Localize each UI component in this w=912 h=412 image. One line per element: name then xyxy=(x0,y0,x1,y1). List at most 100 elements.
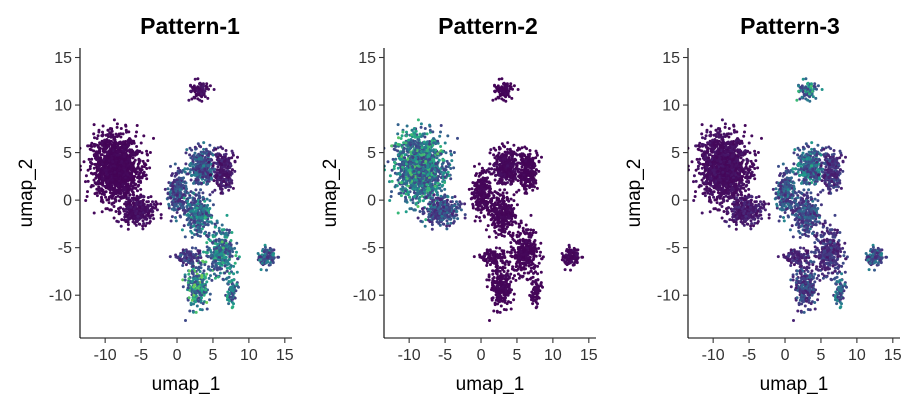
scatter-point xyxy=(141,208,145,212)
scatter-point xyxy=(174,204,177,208)
scatter-point xyxy=(228,255,232,259)
scatter-point xyxy=(446,170,450,174)
scatter-point xyxy=(99,153,103,157)
scatter-point xyxy=(176,166,180,170)
scatter-point xyxy=(190,246,194,250)
scatter-point xyxy=(408,195,412,199)
scatter-point xyxy=(135,218,139,222)
scatter-point xyxy=(227,161,231,165)
scatter-point xyxy=(196,202,200,206)
scatter-point xyxy=(102,157,106,161)
scatter-point xyxy=(404,160,408,164)
scatter-point xyxy=(146,159,150,163)
scatter-point xyxy=(219,191,223,195)
scatter-point xyxy=(208,207,212,210)
scatter-point xyxy=(104,171,108,175)
scatter-point xyxy=(418,210,422,213)
scatter-point xyxy=(407,138,411,142)
scatter-point xyxy=(230,254,234,258)
scatter-point xyxy=(198,144,201,148)
scatter-point xyxy=(134,223,138,227)
scatter-point xyxy=(425,183,429,187)
scatter-point xyxy=(431,143,435,147)
scatter-point xyxy=(100,166,104,170)
scatter-point xyxy=(101,130,104,134)
y-tick-label: 10 xyxy=(54,98,72,115)
scatter-point xyxy=(209,216,213,219)
scatter-point xyxy=(193,220,197,224)
scatter-point xyxy=(86,144,90,148)
scatter-point xyxy=(215,250,219,254)
scatter-point xyxy=(429,185,433,189)
scatter-point xyxy=(413,185,417,188)
scatter-point xyxy=(76,173,79,176)
scatter-point xyxy=(223,235,227,239)
scatter-point xyxy=(112,205,116,208)
scatter-point xyxy=(104,207,108,211)
scatter-point xyxy=(221,168,225,172)
scatter-point xyxy=(214,233,218,236)
scatter-point xyxy=(235,282,239,286)
scatter-point xyxy=(202,269,206,273)
scatter-point xyxy=(192,153,196,157)
scatter-point xyxy=(194,158,198,161)
scatter-point xyxy=(199,219,203,223)
scatter-point xyxy=(200,287,204,291)
scatter-point xyxy=(109,181,113,185)
scatter-point xyxy=(220,163,224,167)
scatter-point xyxy=(396,178,400,182)
x-axis-title: umap_1 xyxy=(152,374,221,395)
scatter-point xyxy=(401,130,405,134)
scatter-point xyxy=(412,127,416,130)
x-tick-label: 5 xyxy=(208,347,217,364)
scatter-point xyxy=(416,188,419,192)
scatter-point xyxy=(119,132,123,136)
scatter-point xyxy=(216,155,220,159)
scatter-point xyxy=(259,268,263,272)
scatter-point xyxy=(231,285,235,288)
scatter-point xyxy=(220,228,224,232)
scatter-point xyxy=(420,194,424,198)
scatter-point xyxy=(198,87,202,91)
scatter-point xyxy=(270,258,274,262)
scatter-point xyxy=(189,252,193,256)
scatter-point xyxy=(227,258,231,262)
scatter-point xyxy=(195,232,199,236)
scatter-point xyxy=(180,184,183,187)
scatter-point xyxy=(87,157,91,161)
scatter-point xyxy=(226,159,230,162)
scatter-point xyxy=(201,82,205,86)
scatter-points xyxy=(384,77,585,322)
scatter-point xyxy=(168,190,172,194)
scatter-point xyxy=(176,205,180,209)
scatter-point xyxy=(202,141,206,145)
scatter-point xyxy=(229,243,233,247)
scatter-point xyxy=(392,164,396,168)
scatter-point xyxy=(230,168,234,172)
scatter-point xyxy=(100,173,104,177)
scatter-point xyxy=(393,144,397,148)
scatter-point xyxy=(116,157,120,161)
scatter-point xyxy=(388,199,392,202)
scatter-point xyxy=(139,175,143,179)
scatter-point xyxy=(76,163,79,166)
scatter-point xyxy=(124,123,128,127)
scatter-point xyxy=(206,182,210,186)
scatter-point xyxy=(420,163,424,167)
scatter-point xyxy=(219,175,223,179)
scatter-point xyxy=(199,150,203,154)
scatter-point xyxy=(403,156,407,160)
scatter-point xyxy=(122,154,126,158)
scatter-point xyxy=(194,178,198,182)
scatter-point xyxy=(419,135,423,138)
scatter-point xyxy=(423,127,427,130)
scatter-point xyxy=(135,124,139,127)
scatter-point xyxy=(263,245,267,249)
scatter-point xyxy=(232,272,236,276)
scatter-point xyxy=(223,155,227,159)
scatter-point xyxy=(210,221,214,225)
scatter-point xyxy=(450,159,454,163)
scatter-point xyxy=(406,157,410,161)
scatter-point xyxy=(192,277,196,281)
